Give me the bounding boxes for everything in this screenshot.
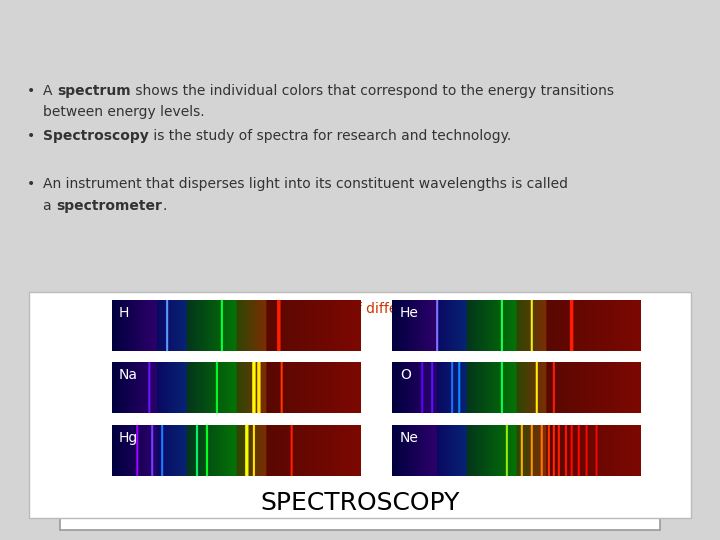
Text: shows the individual colors that correspond to the energy transitions: shows the individual colors that corresp… (131, 84, 613, 98)
Text: He: He (400, 306, 419, 320)
Text: Na: Na (119, 368, 138, 382)
Text: spectrometer: spectrometer (56, 199, 162, 213)
Text: •: • (27, 177, 35, 191)
Text: a: a (43, 199, 56, 213)
Text: .: . (162, 199, 166, 213)
FancyBboxPatch shape (29, 292, 691, 518)
Text: O: O (400, 368, 410, 382)
Text: SPECTROSCOPY: SPECTROSCOPY (261, 490, 459, 515)
Text: Emission spectra of different elements: Emission spectra of different elements (226, 302, 494, 316)
Text: Hg: Hg (119, 431, 138, 445)
Text: Spectroscopy: Spectroscopy (43, 129, 149, 143)
Text: Ne: Ne (400, 431, 419, 445)
Text: is the study of spectra for research and technology.: is the study of spectra for research and… (149, 129, 511, 143)
Text: An instrument that disperses light into its constituent wavelengths is called: An instrument that disperses light into … (43, 177, 568, 191)
Text: A: A (43, 84, 57, 98)
Text: •: • (27, 129, 35, 143)
Text: between energy levels.: between energy levels. (43, 105, 204, 119)
Text: spectrum: spectrum (57, 84, 131, 98)
Text: •: • (27, 84, 35, 98)
FancyBboxPatch shape (60, 475, 660, 530)
Text: H: H (119, 306, 130, 320)
